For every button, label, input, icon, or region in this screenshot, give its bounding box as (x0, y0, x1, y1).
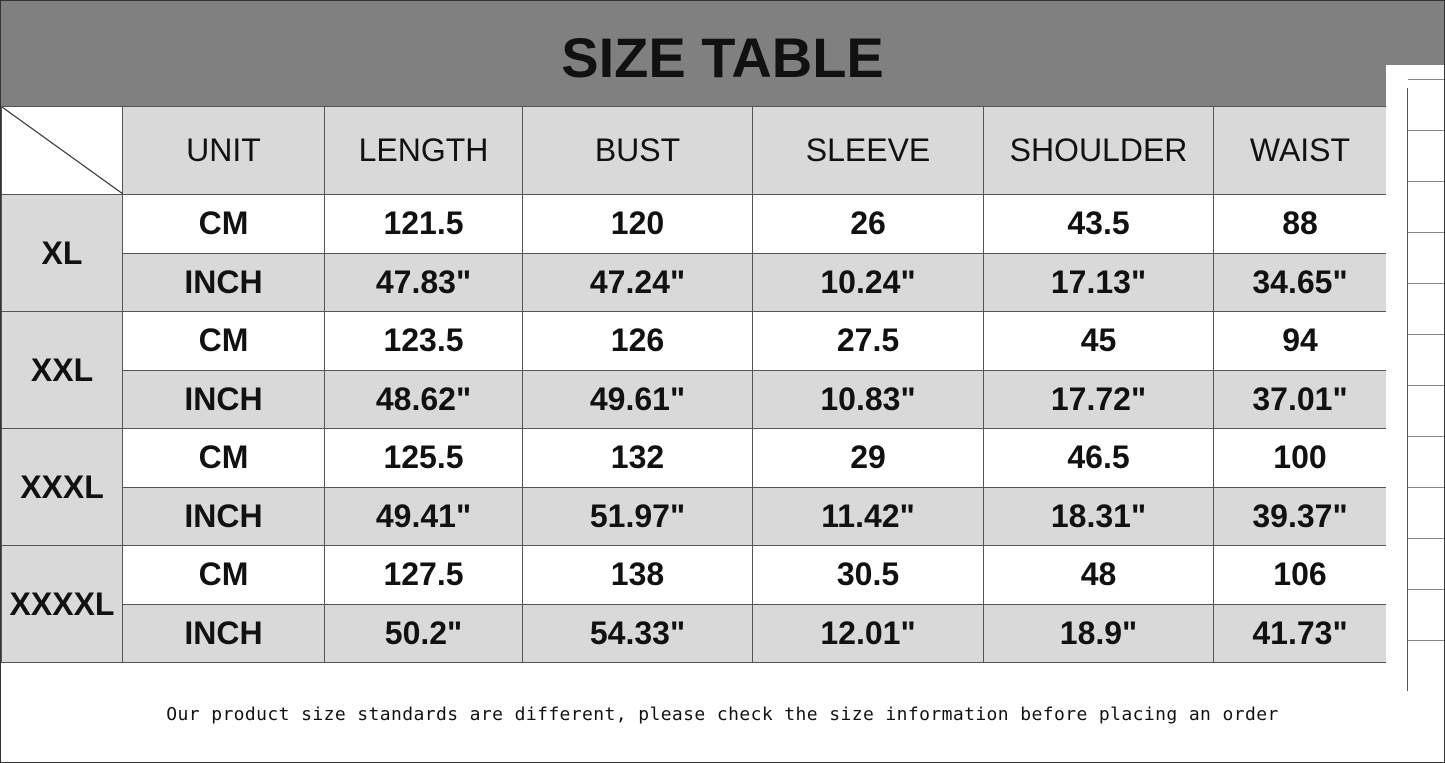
table-row: XXXL CM 125.5 132 29 46.5 100 (1, 428, 1387, 546)
value-cell: 34.65" (1213, 252, 1387, 312)
value-cell: 47.83" (324, 252, 523, 312)
value-cell: 18.9" (983, 603, 1214, 663)
size-note: Our product size standards are different… (166, 704, 1279, 725)
unit-cell: CM (122, 545, 325, 605)
value-cell: 46.5 (983, 428, 1214, 488)
value-cell: 106 (1213, 545, 1387, 605)
value-cell: 132 (522, 428, 753, 488)
column-header-waist: WAIST (1213, 106, 1387, 195)
value-cell: 100 (1213, 428, 1387, 488)
value-cell: 43.5 (983, 194, 1214, 254)
value-cell: 49.41" (324, 486, 523, 546)
value-cell: 30.5 (752, 545, 984, 605)
column-header-length: LENGTH (324, 106, 523, 195)
table-row: INCH 47.83" 47.24" 10.24" 17.13" 34.65" (2, 252, 1387, 312)
column-header-bust: BUST (522, 106, 753, 195)
column-header-sleeve: SLEEVE (752, 106, 984, 195)
side-ruler (1407, 88, 1408, 691)
ruler-tick (1408, 436, 1444, 437)
corner-cell (1, 106, 123, 195)
side-panel (1386, 65, 1444, 762)
unit-cell: INCH (122, 369, 325, 429)
unit-cell: CM (122, 428, 325, 488)
header-row: UNIT LENGTH BUST SLEEVE SHOULDER WAIST (1, 106, 1387, 195)
ruler-tick (1408, 589, 1444, 590)
unit-cell: CM (122, 311, 325, 371)
value-cell: 48.62" (324, 369, 523, 429)
table-row: XL CM 121.5 120 26 43.5 88 (1, 194, 1387, 312)
value-cell: 26 (752, 194, 984, 254)
ruler-tick (1408, 640, 1444, 641)
ruler-tick (1408, 130, 1444, 131)
value-cell: 17.72" (983, 369, 1214, 429)
value-cell: 41.73" (1213, 603, 1387, 663)
value-cell: 47.24" (522, 252, 753, 312)
table-row: INCH 50.2" 54.33" 12.01" 18.9" 41.73" (2, 603, 1387, 663)
table-row: XXXXL CM 127.5 138 30.5 48 106 (1, 545, 1387, 663)
ruler-tick (1408, 79, 1444, 80)
ruler-tick (1408, 334, 1444, 335)
ruler-tick (1408, 538, 1444, 539)
ruler-tick (1408, 487, 1444, 488)
table-row: INCH 49.41" 51.97" 11.42" 18.31" 39.37" (2, 486, 1387, 546)
value-cell: 49.61" (522, 369, 753, 429)
value-cell: 54.33" (522, 603, 753, 663)
value-cell: 51.97" (522, 486, 753, 546)
table-row: INCH 48.62" 49.61" 10.83" 17.72" 37.01" (2, 369, 1387, 429)
size-label: XXXL (1, 428, 123, 546)
size-table: UNIT LENGTH BUST SLEEVE SHOULDER WAIST XL CM 121… (1, 106, 1387, 663)
size-label: XL (1, 194, 123, 312)
ruler-tick (1408, 283, 1444, 284)
value-cell: 17.13" (983, 252, 1214, 312)
page-title: SIZE TABLE (561, 26, 884, 89)
ruler-tick (1408, 232, 1444, 233)
ruler-tick (1408, 385, 1444, 386)
title-banner (1, 1, 1444, 106)
column-header-shoulder: SHOULDER (983, 106, 1214, 195)
value-cell: 120 (522, 194, 753, 254)
size-label: XXXXL (1, 545, 123, 663)
value-cell: 10.83" (752, 369, 984, 429)
value-cell: 94 (1213, 311, 1387, 371)
unit-cell: INCH (122, 486, 325, 546)
value-cell: 88 (1213, 194, 1387, 254)
value-cell: 10.24" (752, 252, 984, 312)
value-cell: 123.5 (324, 311, 523, 371)
unit-cell: CM (122, 194, 325, 254)
value-cell: 18.31" (983, 486, 1214, 546)
value-cell: 50.2" (324, 603, 523, 663)
value-cell: 39.37" (1213, 486, 1387, 546)
value-cell: 127.5 (324, 545, 523, 605)
value-cell: 11.42" (752, 486, 984, 546)
unit-cell: INCH (122, 603, 325, 663)
value-cell: 138 (522, 545, 753, 605)
ruler-tick (1408, 181, 1444, 182)
value-cell: 125.5 (324, 428, 523, 488)
value-cell: 45 (983, 311, 1214, 371)
value-cell: 48 (983, 545, 1214, 605)
value-cell: 37.01" (1213, 369, 1387, 429)
value-cell: 121.5 (324, 194, 523, 254)
value-cell: 29 (752, 428, 984, 488)
value-cell: 12.01" (752, 603, 984, 663)
table-row: XXL CM 123.5 126 27.5 45 94 (1, 311, 1387, 429)
value-cell: 126 (522, 311, 753, 371)
value-cell: 27.5 (752, 311, 984, 371)
size-label: XXL (1, 311, 123, 429)
column-header-unit: UNIT (122, 106, 325, 195)
unit-cell: INCH (122, 252, 325, 312)
